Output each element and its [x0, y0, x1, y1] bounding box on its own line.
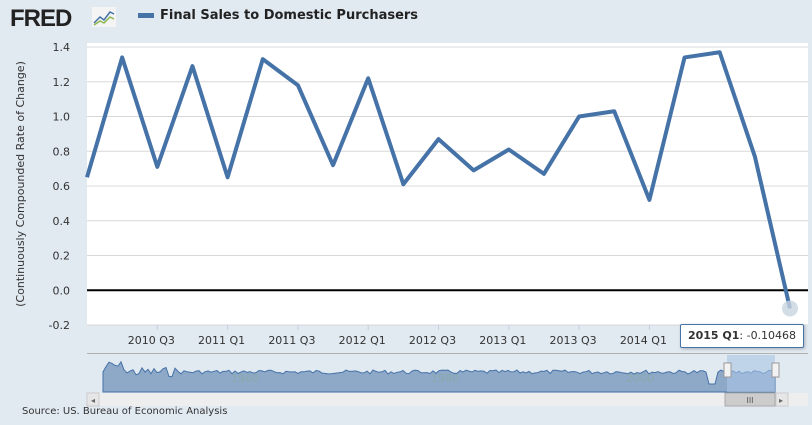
legend-label: Final Sales to Domestic Purchasers [160, 8, 419, 23]
tooltip: 2015 Q1: -0.10468 [680, 324, 804, 348]
x-tick-label: 2010 Q3 [128, 334, 175, 347]
plot-area [87, 43, 808, 325]
legend-swatch [138, 13, 154, 18]
y-tick-label: 0.8 [53, 145, 71, 158]
arrow-right-icon: ▸ [779, 396, 783, 405]
navigator-series [102, 360, 776, 393]
navigator-border [87, 353, 808, 354]
y-tick-label: -0.2 [49, 319, 70, 332]
arrow-left-icon: ◂ [91, 396, 95, 405]
legend-item[interactable]: Final Sales to Domestic Purchasers [138, 8, 418, 23]
y-tick-label: 1.2 [53, 76, 71, 89]
navigator-year-label: 1980 [431, 372, 459, 385]
scroll-right-button[interactable] [775, 392, 789, 407]
navigator-selection[interactable] [727, 355, 775, 392]
y-tick-label: 0.0 [53, 284, 71, 297]
hover-marker [782, 300, 798, 317]
y-tick-label: 1.4 [53, 41, 71, 54]
x-tick-label: 2012 Q3 [409, 334, 456, 347]
y-tick-label: 0.6 [53, 180, 71, 193]
y-axis-label: (Continuously Compounded Rate of Change) [14, 61, 27, 307]
x-tick-label: 2012 Q1 [339, 334, 386, 347]
scrollbar-thumb[interactable] [724, 392, 776, 407]
x-tick-label: 2014 Q1 [620, 334, 667, 347]
x-tick-label: 2013 Q1 [479, 334, 526, 347]
tooltip-label: 2015 Q1 [687, 329, 740, 342]
y-tick-label: 1.0 [53, 111, 71, 124]
x-tick-label: 2011 Q3 [268, 334, 315, 347]
x-tick-label: 2011 Q1 [198, 334, 245, 347]
chart-logo-icon [92, 7, 116, 27]
series-line[interactable] [85, 50, 792, 309]
navigator-handle-left[interactable] [723, 362, 732, 378]
fred-logo: FRED [10, 5, 72, 32]
source-note: Source: US. Bureau of Economic Analysis [22, 406, 228, 417]
x-tick-label: 2013 Q3 [550, 334, 597, 347]
scrollbar-track[interactable] [87, 393, 808, 406]
scrollbar-thumb-grip: III [746, 396, 753, 405]
tooltip-value: -0.10468 [746, 329, 797, 342]
y-tick-label: 0.2 [53, 250, 71, 263]
navigator-year-label: 1960 [231, 372, 259, 385]
navigator-handle-right[interactable] [771, 362, 780, 378]
y-tick-label: 0.4 [53, 215, 71, 228]
scroll-left-button[interactable] [86, 392, 100, 407]
navigator-year-label: 2000 [626, 372, 654, 385]
